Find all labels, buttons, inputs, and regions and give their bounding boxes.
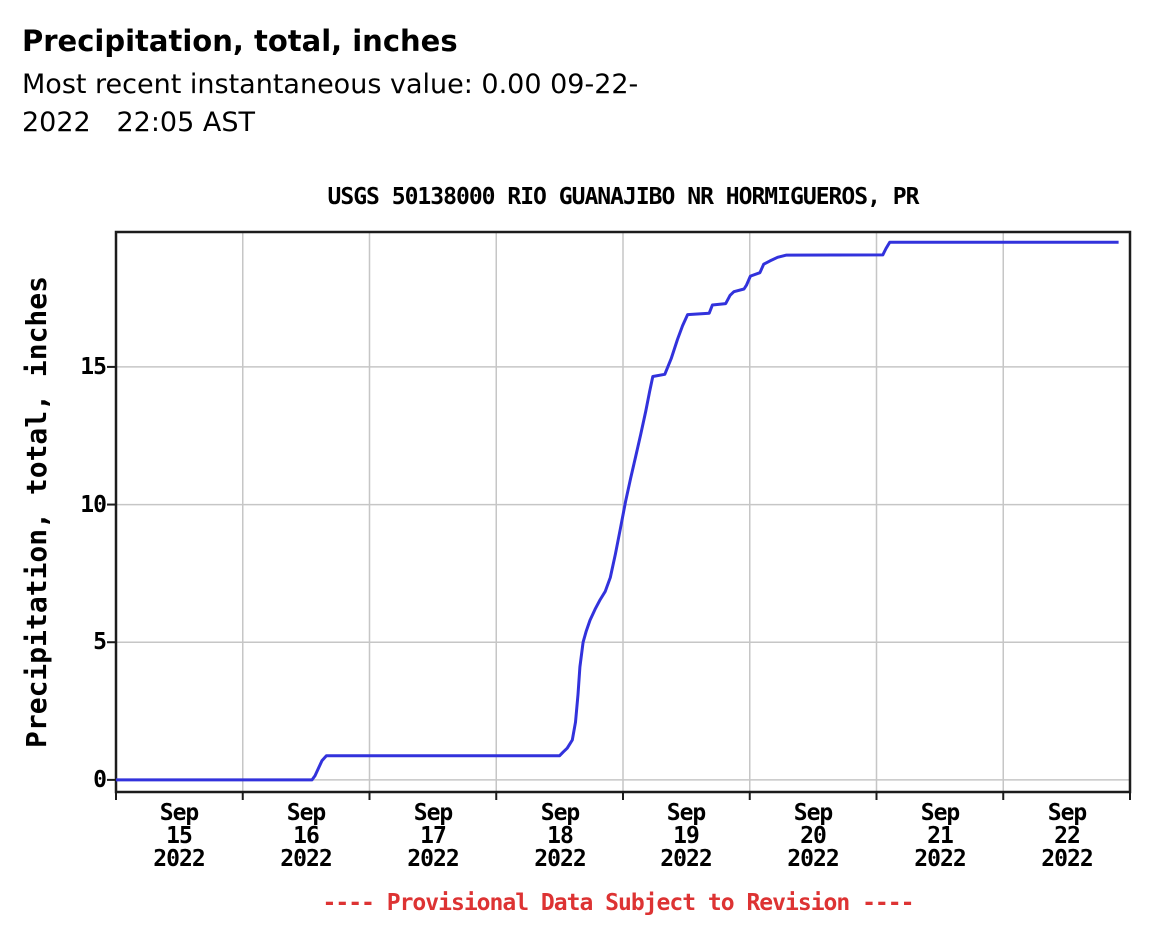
x-tick-year: 2022 (280, 846, 331, 872)
x-tick-label-sep19: Sep 19 2022 (660, 800, 712, 872)
x-tick-day: 17 (420, 823, 446, 849)
x-tick-year: 2022 (153, 846, 204, 872)
x-tick-day: 15 (166, 823, 192, 849)
axis-ticks (107, 365, 1131, 800)
x-tick-month: Sep (541, 800, 580, 826)
header: Precipitation, total, inches Most recent… (22, 24, 682, 142)
x-tick-year: 2022 (407, 846, 458, 872)
x-tick-year: 2022 (787, 846, 838, 872)
x-tick-label-sep20: Sep 20 2022 (787, 800, 839, 872)
y-tick-label-0: 0 (93, 767, 106, 793)
x-tick-month: Sep (794, 800, 833, 826)
chart-title: USGS 50138000 RIO GUANAJIBO NR HORMIGUER… (328, 184, 920, 210)
x-tick-year: 2022 (1041, 846, 1092, 872)
x-tick-day: 21 (927, 823, 953, 849)
x-tick-label-sep15: Sep 15 2022 (153, 800, 205, 872)
y-tick-label-10: 10 (80, 492, 106, 518)
x-tick-day: 19 (673, 823, 699, 849)
x-tick-day: 22 (1054, 823, 1080, 849)
page-subtitle-line1: Most recent instantaneous value: 0.00 09… (22, 69, 639, 100)
x-tick-month: Sep (414, 800, 453, 826)
x-tick-day: 18 (547, 823, 573, 849)
x-tick-day: 20 (800, 823, 826, 849)
x-tick-label-sep17: Sep 17 2022 (407, 800, 459, 872)
x-tick-year: 2022 (660, 846, 711, 872)
x-tick-month: Sep (287, 800, 326, 826)
plot-frame (114, 230, 1132, 794)
x-tick-label-sep22: Sep 22 2022 (1041, 800, 1093, 872)
x-tick-labels: Sep 15 2022 Sep 16 2022 Sep 17 2022 Sep … (153, 800, 1093, 872)
page-title: Precipitation, total, inches (22, 24, 458, 58)
x-tick-label-sep18: Sep 18 2022 (534, 800, 586, 872)
x-tick-month: Sep (921, 800, 960, 826)
x-tick-year: 2022 (914, 846, 965, 872)
x-tick-month: Sep (1048, 800, 1087, 826)
x-tick-label-sep21: Sep 21 2022 (914, 800, 966, 872)
x-tick-day: 16 (293, 823, 319, 849)
y-tick-label-5: 5 (93, 629, 106, 655)
precipitation-line (116, 240, 1119, 782)
provisional-note: ---- Provisional Data Subject to Revisio… (323, 890, 914, 916)
y-tick-labels: 0 5 10 15 (80, 354, 107, 793)
page-subtitle-line2: 2022 22:05 AST (22, 107, 255, 138)
y-tick-label-15: 15 (80, 354, 106, 380)
y-axis-label: Precipitation, total, inches (20, 276, 53, 748)
x-tick-year: 2022 (534, 846, 585, 872)
x-tick-label-sep16: Sep 16 2022 (280, 800, 332, 872)
x-tick-month: Sep (160, 800, 199, 826)
x-tick-month: Sep (667, 800, 706, 826)
